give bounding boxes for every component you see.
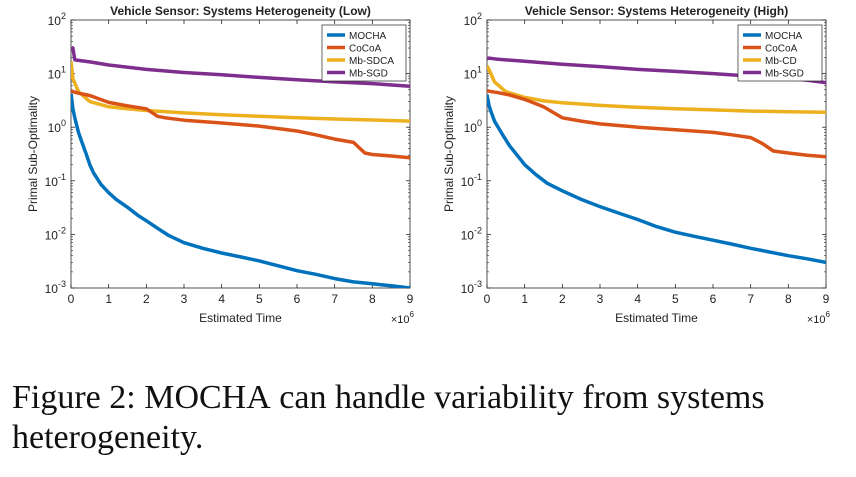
- series-line-cocoa: [71, 89, 410, 160]
- legend-label: MOCHA: [349, 31, 387, 42]
- legend-label: Mb-SGD: [765, 69, 804, 80]
- caption-text: can handle variability from systems hete…: [12, 379, 765, 456]
- x-tick-label: 9: [407, 292, 414, 306]
- legend-label: MOCHA: [765, 31, 803, 42]
- figure-caption: Figure 2: MOCHA can handle variability f…: [12, 378, 850, 458]
- x-tick-label: 2: [143, 292, 150, 306]
- x-tick-label: 8: [785, 292, 792, 306]
- y-tick-label: 100: [464, 118, 482, 135]
- x-axis-label: Estimated Time: [615, 311, 698, 325]
- series-line-mocha: [487, 94, 826, 265]
- y-tick-label: 102: [48, 11, 66, 28]
- y-tick-label: 102: [464, 11, 482, 28]
- x-tick-label: 5: [672, 292, 679, 306]
- x-tick-label: 9: [823, 292, 830, 306]
- legend-label: Mb-SDCA: [349, 56, 394, 67]
- chart-panel-1: 10-3 10-2 10-1 100 101 102 0 1 2 3 4 5 6 7 8 9 Vehicle S…: [26, 4, 415, 326]
- y-tick-label: 10-2: [461, 225, 482, 242]
- y-tick-label: 100: [48, 118, 66, 135]
- x-tick-label: 7: [747, 292, 754, 306]
- chart-panel-2: 10-3 10-2 10-1 100 101 102 0 1 2 3 4 5 6 7 8 9 Vehicle S…: [442, 4, 831, 326]
- caption-method-name: MOCHA: [144, 379, 271, 416]
- chart-title: Vehicle Sensor: Systems Heterogeneity (H…: [525, 4, 788, 18]
- x-tick-label: 4: [218, 292, 225, 306]
- x-tick-label: 7: [331, 292, 338, 306]
- y-tick-label: 101: [48, 65, 66, 82]
- x-tick-label: 3: [597, 292, 604, 306]
- series-line-mb-sgd: [71, 46, 410, 89]
- x-tick-label: 1: [105, 292, 112, 306]
- y-tick-label: 10-3: [45, 279, 66, 296]
- x-tick-label: 5: [256, 292, 263, 306]
- legend-label: CoCoA: [765, 44, 798, 55]
- caption-prefix: Figure 2:: [12, 379, 145, 416]
- y-tick-label: 10-1: [461, 172, 482, 189]
- series-line-mocha: [71, 93, 410, 288]
- y-axis-label: Primal Sub-Optimality: [442, 96, 456, 212]
- x-tick-label: 8: [369, 292, 376, 306]
- legend-label: Mb-SGD: [349, 69, 388, 80]
- x-tick-label: 6: [710, 292, 717, 306]
- y-tick-label: 101: [464, 65, 482, 82]
- x-tick-label: 4: [634, 292, 641, 306]
- chart-title: Vehicle Sensor: Systems Heterogeneity (L…: [110, 4, 371, 18]
- x-axis-label: Estimated Time: [199, 311, 282, 325]
- x-tick-label: 2: [559, 292, 566, 306]
- y-tick-label: 10-1: [45, 172, 66, 189]
- x-exponent-label: ×106: [391, 310, 415, 326]
- x-tick-label: 3: [181, 292, 188, 306]
- y-tick-label: 10-2: [45, 225, 66, 242]
- y-axis-label: Primal Sub-Optimality: [26, 96, 40, 212]
- x-tick-label: 0: [68, 292, 75, 306]
- series-line-mb-cd: [487, 64, 826, 115]
- x-tick-label: 6: [294, 292, 301, 306]
- series-line-cocoa: [487, 89, 826, 159]
- x-tick-label: 0: [484, 292, 491, 306]
- legend-label: CoCoA: [349, 44, 382, 55]
- legend-label: Mb-CD: [765, 56, 797, 67]
- x-exponent-label: ×106: [807, 310, 831, 326]
- x-tick-label: 1: [521, 292, 528, 306]
- y-tick-label: 10-3: [461, 279, 482, 296]
